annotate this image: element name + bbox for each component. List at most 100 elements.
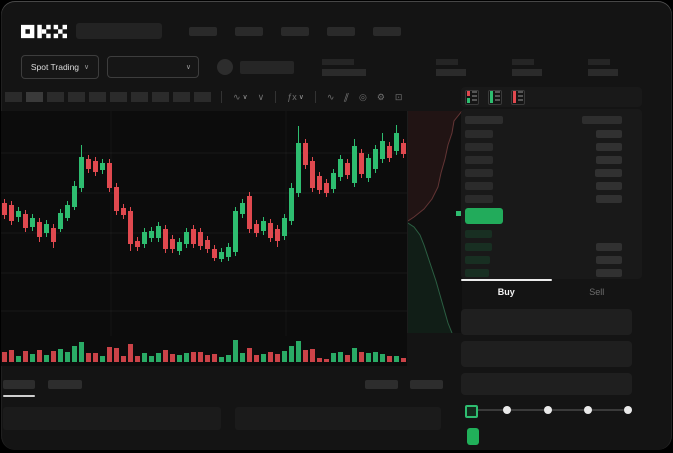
slider-stop-100[interactable] bbox=[624, 406, 632, 414]
timeframe-pill[interactable] bbox=[173, 92, 190, 102]
nav-item-placeholder[interactable] bbox=[327, 26, 355, 36]
chevron-down-icon: ∨ bbox=[185, 63, 191, 71]
ask-row[interactable] bbox=[465, 127, 622, 140]
ticker-stats bbox=[294, 58, 618, 76]
stat-value-placeholder bbox=[436, 68, 466, 76]
nav-item-placeholder[interactable] bbox=[373, 26, 401, 36]
bottom-action-placeholder[interactable] bbox=[410, 380, 443, 389]
ask-amount-bar bbox=[596, 181, 622, 190]
stat-value-placeholder bbox=[512, 68, 542, 76]
pair-avatar bbox=[217, 59, 233, 75]
active-tab-underline bbox=[3, 395, 35, 397]
tab-buy[interactable]: Buy bbox=[497, 287, 515, 297]
volume-chart[interactable] bbox=[1, 336, 407, 366]
depth-chart[interactable] bbox=[407, 110, 463, 334]
candlestick-chart[interactable] bbox=[1, 111, 407, 336]
trade-column: Buy Sell bbox=[461, 87, 642, 449]
bottom-action-placeholder[interactable] bbox=[365, 380, 398, 389]
timeframe-pill[interactable] bbox=[5, 92, 22, 102]
ticker-stat-group bbox=[436, 58, 466, 76]
timeframe-pill[interactable] bbox=[26, 92, 43, 102]
slider-stop-50[interactable] bbox=[543, 406, 552, 414]
bid-row[interactable] bbox=[465, 227, 622, 240]
stat-label-placeholder bbox=[512, 58, 534, 65]
book-bids-icon[interactable] bbox=[488, 89, 502, 105]
ask-row[interactable] bbox=[465, 140, 622, 153]
slider-handle[interactable] bbox=[465, 405, 478, 418]
ticker-stat-group bbox=[322, 58, 366, 76]
fullscreen-icon[interactable]: ⊡ bbox=[394, 91, 403, 102]
okx-logo[interactable] bbox=[21, 24, 67, 39]
bid-size-bar bbox=[465, 242, 492, 251]
tab-sell[interactable]: Sell bbox=[589, 287, 605, 297]
ticker-stat-group bbox=[588, 58, 618, 76]
ask-row[interactable] bbox=[465, 166, 622, 179]
price-column-header-placeholder bbox=[465, 116, 503, 124]
compare-icon[interactable]: ∥ bbox=[342, 91, 351, 102]
ask-size-bar bbox=[465, 181, 493, 190]
order-input-placeholder[interactable] bbox=[461, 341, 632, 367]
timeframe-pill[interactable] bbox=[47, 92, 64, 102]
timeframe-pill[interactable] bbox=[110, 92, 127, 102]
timeframe-pill[interactable] bbox=[194, 92, 211, 102]
timeframe-pill[interactable] bbox=[89, 92, 106, 102]
ask-row[interactable] bbox=[465, 179, 622, 192]
nav-item-placeholder[interactable] bbox=[189, 26, 217, 36]
bottom-tab[interactable] bbox=[48, 380, 82, 389]
bottom-tab-label-placeholder bbox=[3, 380, 35, 389]
bid-amount-bar bbox=[596, 268, 622, 277]
orders-table-placeholder bbox=[3, 407, 221, 430]
order-form-fields bbox=[461, 309, 642, 395]
timeframe-pill[interactable] bbox=[68, 92, 85, 102]
slider-stop-25[interactable] bbox=[503, 406, 512, 414]
buy-submit-button[interactable] bbox=[467, 428, 479, 445]
nav-item-placeholder[interactable] bbox=[235, 26, 263, 36]
chart-type-icon[interactable]: ∨ bbox=[257, 91, 265, 102]
book-both-icon[interactable] bbox=[465, 89, 479, 105]
bid-row[interactable] bbox=[465, 266, 622, 279]
orderbook-view-toggles bbox=[461, 87, 642, 107]
pair-select-dropdown[interactable]: ∨ bbox=[107, 56, 199, 78]
ask-amount-bar bbox=[596, 194, 622, 203]
chevron-down-icon: ∨ bbox=[242, 93, 248, 101]
bid-row[interactable] bbox=[465, 253, 622, 266]
bid-row[interactable] bbox=[465, 240, 622, 253]
last-price-bar[interactable] bbox=[465, 208, 503, 224]
pair-name-placeholder bbox=[240, 60, 294, 74]
slider-stop-75[interactable] bbox=[583, 406, 592, 414]
ask-rows bbox=[465, 127, 622, 205]
ask-amount-bar bbox=[596, 142, 622, 151]
order-input-placeholder[interactable] bbox=[461, 309, 632, 335]
stat-label-placeholder bbox=[322, 58, 354, 65]
ask-amount-bar bbox=[595, 168, 622, 177]
line-tool-icon[interactable]: ∿ bbox=[326, 91, 335, 102]
bottom-tab[interactable] bbox=[3, 380, 35, 397]
ask-row[interactable] bbox=[465, 192, 622, 205]
ask-size-bar bbox=[465, 168, 493, 177]
bid-size-bar bbox=[465, 229, 492, 238]
order-input-placeholder[interactable] bbox=[461, 373, 632, 395]
bid-rows bbox=[465, 227, 622, 279]
toolbar-icons: ∿ ∨ ∨ ƒx ∨ ∿ ∥ ◎ ⚙ ⊡ bbox=[215, 91, 407, 103]
series-style-icon[interactable]: ∿ ∨ bbox=[233, 91, 248, 102]
indicators-icon[interactable]: ƒx ∨ bbox=[287, 91, 304, 102]
chart-row bbox=[1, 110, 463, 336]
chart-settings-icon[interactable]: ⚙ bbox=[376, 91, 385, 102]
ask-size-bar bbox=[465, 142, 493, 151]
orderbook-header bbox=[465, 113, 622, 127]
ask-size-bar bbox=[465, 194, 493, 203]
ask-row[interactable] bbox=[465, 153, 622, 166]
timeframe-pill[interactable] bbox=[152, 92, 169, 102]
amount-percent-slider[interactable] bbox=[465, 401, 632, 419]
chevron-down-icon: ∨ bbox=[298, 93, 304, 101]
snapshot-icon[interactable]: ◎ bbox=[358, 91, 367, 102]
timeframe-pill[interactable] bbox=[131, 92, 148, 102]
book-asks-icon[interactable] bbox=[511, 89, 525, 105]
pair-search-placeholder[interactable] bbox=[76, 23, 162, 39]
depth-svg bbox=[407, 110, 463, 334]
market-type-dropdown[interactable]: Spot Trading ∨ bbox=[21, 55, 99, 79]
nav-item-placeholder[interactable] bbox=[281, 26, 309, 36]
active-tab-indicator bbox=[461, 279, 552, 281]
top-nav bbox=[171, 26, 401, 36]
